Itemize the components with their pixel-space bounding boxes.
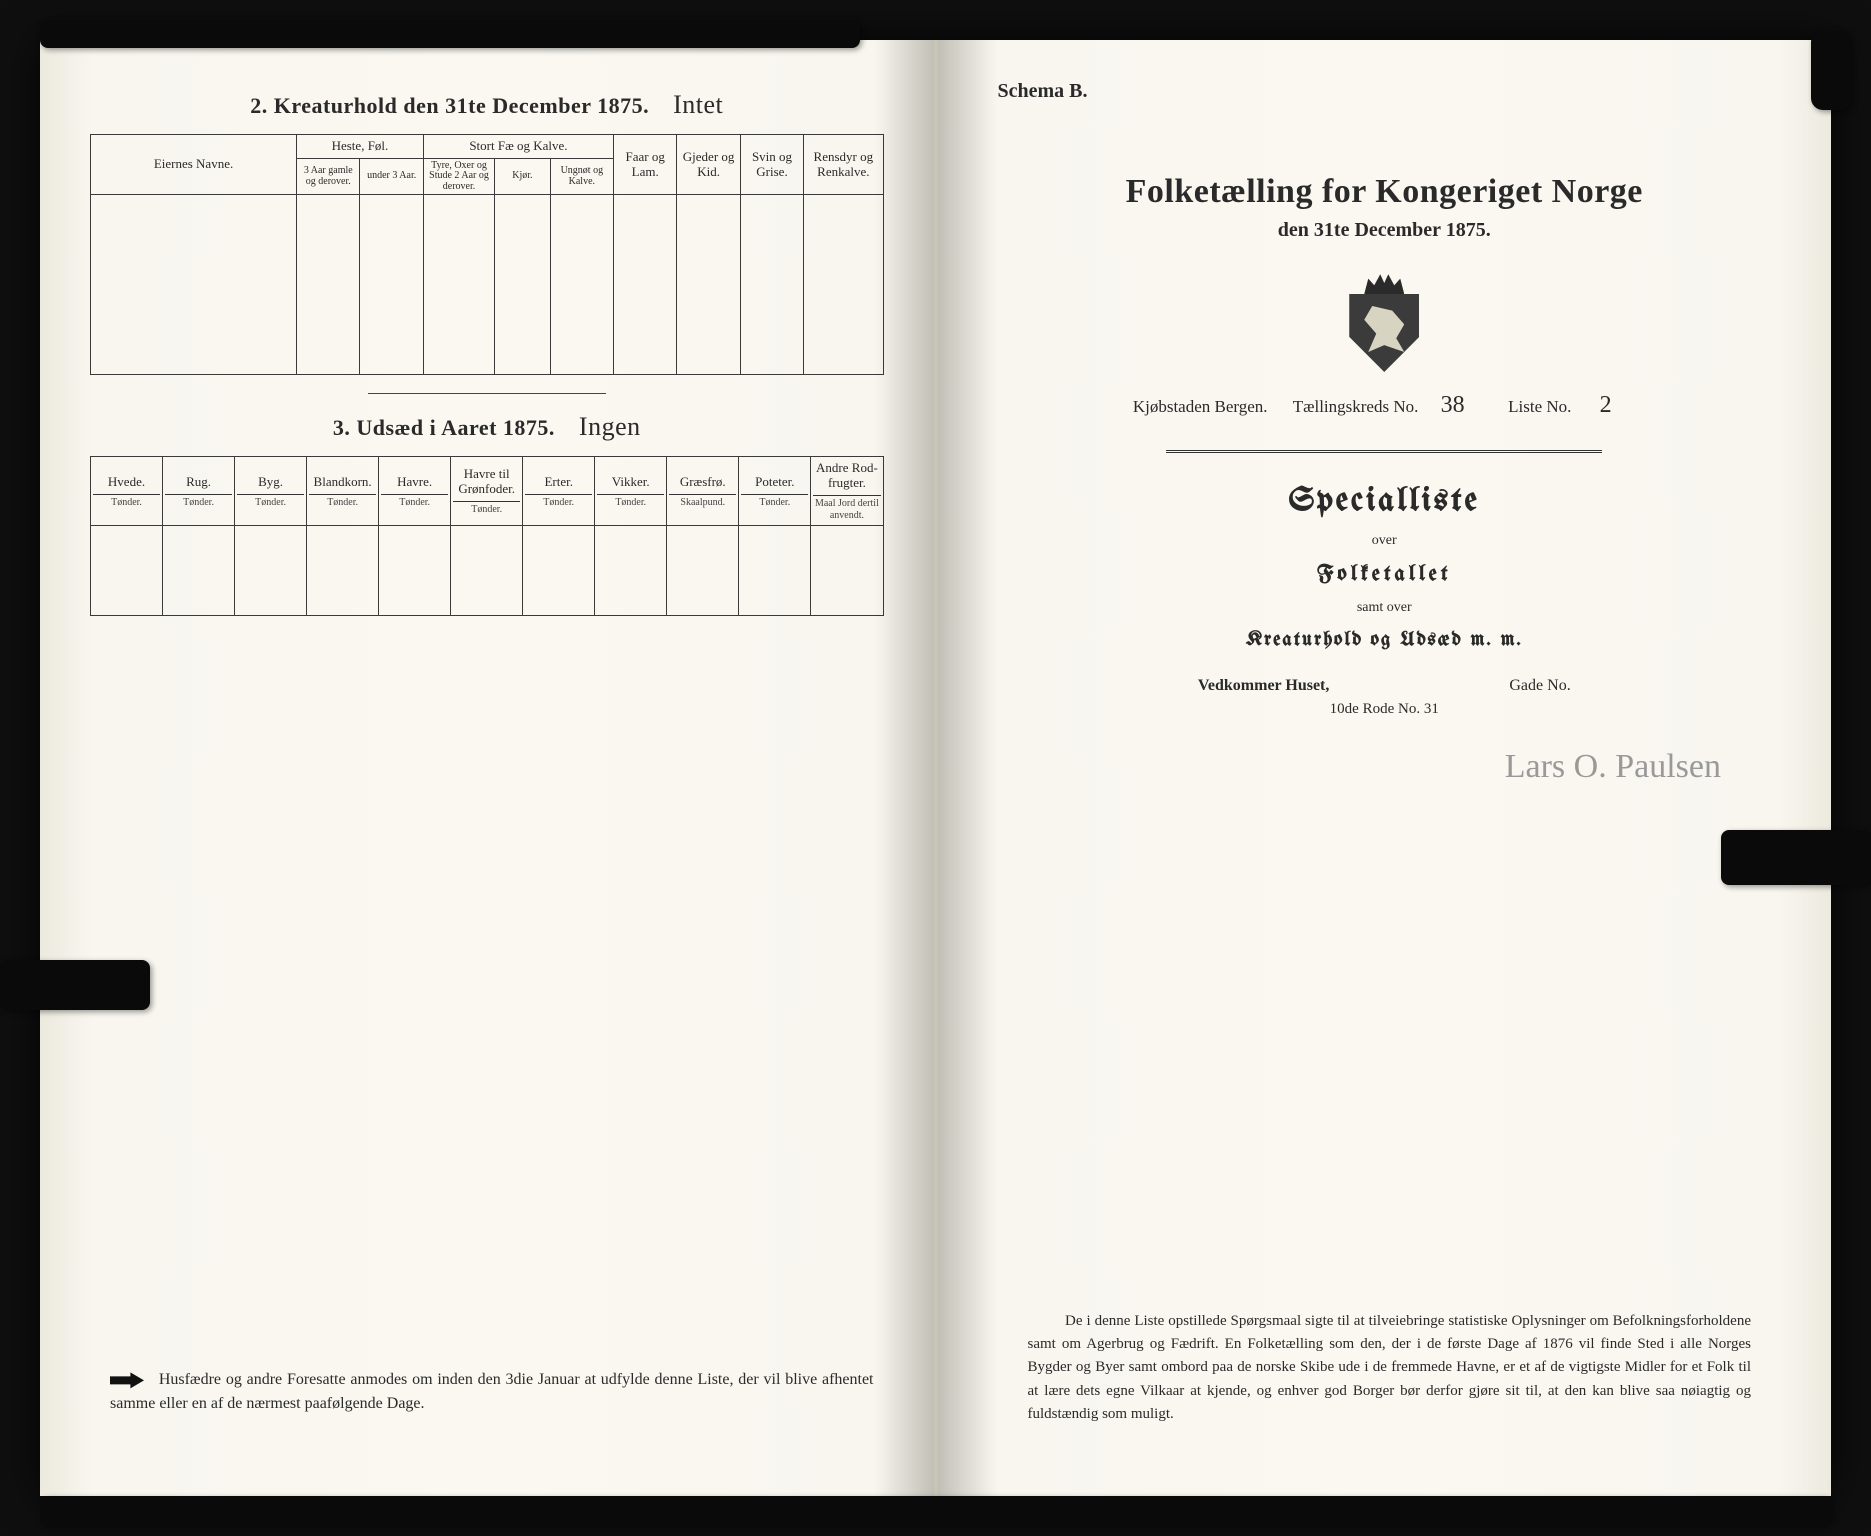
sec3-table: Hvede.Tønder. Rug.Tønder. Byg.Tønder. Bl… <box>90 456 884 616</box>
sec2-cell <box>550 195 613 375</box>
spine-shadow-right <box>938 40 998 1496</box>
sec3-cell <box>667 526 739 616</box>
sec3-cell <box>739 526 811 616</box>
sec3-heading: 3. Udsæd i Aaret 1875. Ingen <box>90 412 884 442</box>
sec3-title: Udsæd i Aaret 1875. <box>356 415 555 440</box>
spine-shadow-left <box>874 40 934 1496</box>
kreatur-heading: Kreaturhold og Udsæd m. m. <box>988 630 1782 651</box>
sec2-cell <box>740 195 803 375</box>
right-page: Schema B. Folketælling for Kongeriget No… <box>936 40 1832 1496</box>
sec2-cell <box>677 195 740 375</box>
double-rule <box>1166 450 1602 453</box>
sec2-cell <box>495 195 550 375</box>
right-footer: De i denne Liste opstillede Spørgsmaal s… <box>1028 1310 1752 1426</box>
folketallet-heading: Folketallet <box>988 563 1782 586</box>
left-finger-clip <box>0 960 150 1010</box>
sec3-cell <box>523 526 595 616</box>
col-stort-a: Tyre, Oxer og Stude 2 Aar og derover. <box>423 158 494 195</box>
liste-value: 2 <box>1576 392 1636 420</box>
sec2-cell <box>297 195 360 375</box>
kreds-label: Tællingskreds No. <box>1293 397 1419 416</box>
city-label: Kjøbstaden Bergen. <box>1133 397 1268 416</box>
grp-heste: Heste, Føl. <box>297 135 424 159</box>
sec2-cell <box>360 195 423 375</box>
c-rug: Rug.Tønder. <box>163 457 235 526</box>
c-bland: Blandkorn.Tønder. <box>307 457 379 526</box>
c-erter: Erter.Tønder. <box>523 457 595 526</box>
c-potet: Poteter.Tønder. <box>739 457 811 526</box>
left-footer-text: Husfædre og andre Foresatte anmodes om i… <box>110 1371 874 1412</box>
specialliste-heading: Specialliste <box>988 483 1782 519</box>
col-heste-a: 3 Aar gamle og derover. <box>297 158 360 195</box>
left-footer: Husfædre og andre Foresatte anmodes om i… <box>110 1368 874 1416</box>
col-gjed: Gjeder og Kid. <box>677 135 740 195</box>
col-ren: Rensdyr og Renkalve. <box>804 135 883 195</box>
sec2-heading: 2. Kreaturhold den 31te December 1875. I… <box>90 90 884 120</box>
sec2-cell <box>423 195 494 375</box>
sec3-cell <box>379 526 451 616</box>
sec2-title: Kreaturhold den 31te December 1875. <box>274 93 649 118</box>
kreds-value: 38 <box>1423 392 1483 420</box>
col-stort-c: Ungnøt og Kalve. <box>550 158 613 195</box>
col-svin: Svin og Grise. <box>740 135 803 195</box>
col-stort-b: Kjør. <box>495 158 550 195</box>
rode-line: 10de Rode No. 31 <box>988 701 1782 718</box>
sec3-cell <box>451 526 523 616</box>
sec3-cell <box>163 526 235 616</box>
census-subtitle: den 31te December 1875. <box>988 219 1782 242</box>
col-faar: Faar og Lam. <box>614 135 677 195</box>
sec3-cell <box>307 526 379 616</box>
sec3-cell <box>235 526 307 616</box>
c-hvede: Hvede.Tønder. <box>91 457 163 526</box>
sec3-cell <box>595 526 667 616</box>
sec3-cell <box>811 526 883 616</box>
c-byg: Byg.Tønder. <box>235 457 307 526</box>
col-heste-b: under 3 Aar. <box>360 158 423 195</box>
norway-coat-of-arms-icon <box>1339 272 1429 372</box>
sec2-cell <box>614 195 677 375</box>
left-page: 2. Kreaturhold den 31te December 1875. I… <box>40 40 936 1496</box>
sec2-table: Eiernes Navne. Heste, Føl. Stort Fæ og K… <box>90 134 884 375</box>
top-bar-clip <box>40 20 860 48</box>
sec3-no: 3. <box>333 415 351 440</box>
sec3-annotation: Ingen <box>579 412 641 441</box>
c-graes: Græsfrø.Skaalpund. <box>667 457 739 526</box>
rode-prefix: 10de <box>1330 701 1359 717</box>
census-title: Folketælling for Kongeriget Norge <box>988 173 1782 211</box>
sec3-cell <box>91 526 163 616</box>
bottom-bar-clip <box>40 1496 1831 1526</box>
sec2-cell <box>91 195 297 375</box>
grp-stort: Stort Fæ og Kalve. <box>423 135 613 159</box>
house-line: Vedkommer Huset, Gade No. <box>988 677 1782 695</box>
over-label: over <box>988 533 1782 549</box>
samt-label: samt over <box>988 600 1782 616</box>
vedkommer-label: Vedkommer Huset, <box>1198 677 1330 694</box>
signature: Lars O. Paulsen <box>988 748 1722 786</box>
rode-value: 31 <box>1424 701 1439 717</box>
pointing-hand-icon <box>110 1370 144 1390</box>
right-finger-clip <box>1721 830 1871 885</box>
district-line: Kjøbstaden Bergen. Tællingskreds No. 38 … <box>988 392 1782 420</box>
c-vikker: Vikker.Tønder. <box>595 457 667 526</box>
c-havre: Havre.Tønder. <box>379 457 451 526</box>
rode-label: Rode No. <box>1363 701 1421 717</box>
liste-label: Liste No. <box>1508 397 1571 416</box>
top-right-clip <box>1811 30 1851 110</box>
sec2-annotation: Intet <box>673 90 723 119</box>
gade-label: Gade No. <box>1509 677 1570 695</box>
divider <box>368 393 606 394</box>
open-book: 2. Kreaturhold den 31te December 1875. I… <box>40 40 1831 1496</box>
schema-label: Schema B. <box>998 80 1782 103</box>
c-andre: Andre Rod-frugter.Maal Jord dertil anven… <box>811 457 883 526</box>
c-havregr: Havre til Grønfoder.Tønder. <box>451 457 523 526</box>
sec2-cell <box>804 195 883 375</box>
col-owners: Eiernes Navne. <box>91 135 297 195</box>
sec2-no: 2. <box>250 93 268 118</box>
